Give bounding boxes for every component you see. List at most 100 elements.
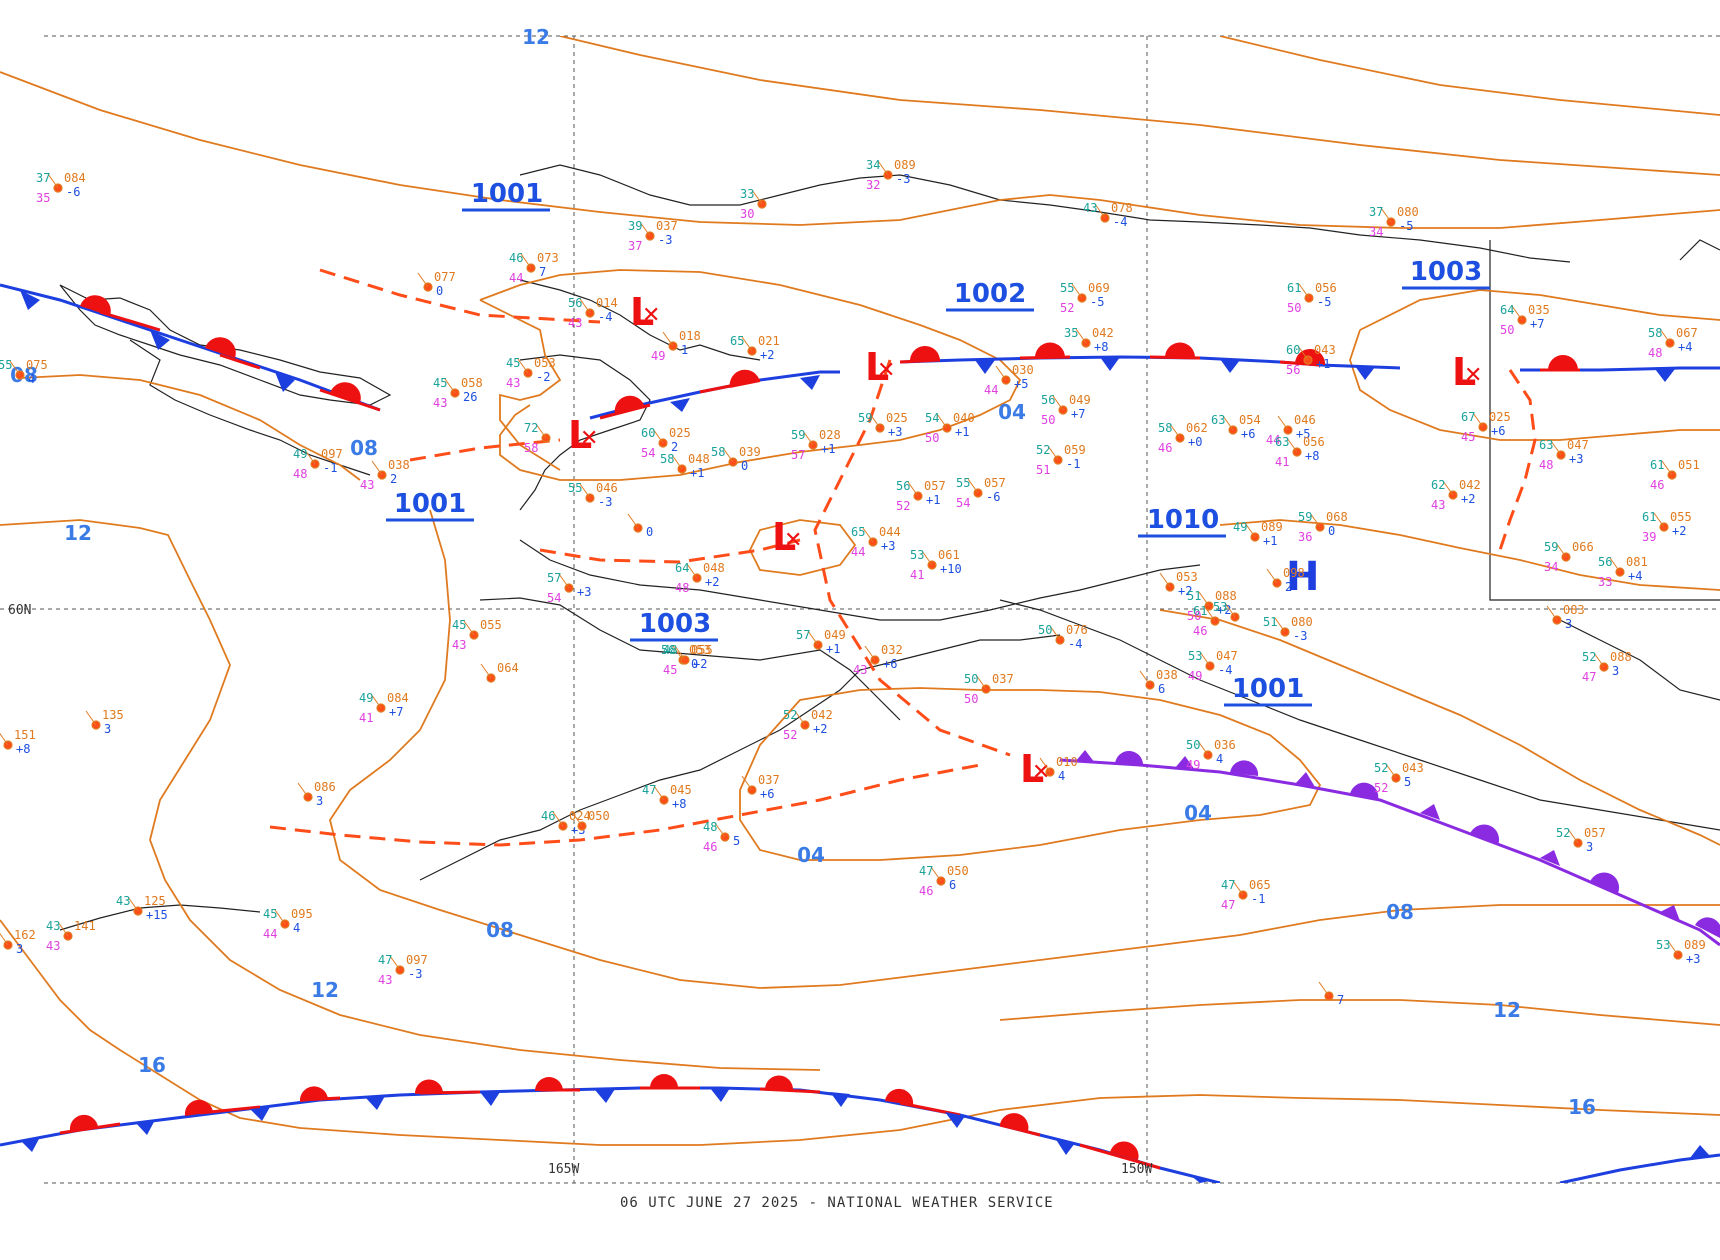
- low-center: L✕: [1452, 350, 1482, 394]
- station-plot: 55 046-3: [568, 481, 618, 509]
- station-tendency: +7: [389, 705, 403, 719]
- low-center: L✕: [630, 290, 660, 334]
- wind-barb: [1222, 415, 1234, 431]
- station-plot: 49 097 48 -1: [293, 447, 343, 481]
- wind-barb: [85, 710, 97, 726]
- station-tendency: 7: [1337, 993, 1344, 1007]
- station-tendency: +8: [1305, 449, 1319, 463]
- station-plot: 51 080-3: [1263, 615, 1313, 643]
- wind-barb: [722, 447, 734, 463]
- wind-barb: [627, 513, 639, 529]
- station-dewpoint: 34: [1544, 560, 1558, 574]
- front-symbols: [20, 290, 1720, 1183]
- wind-barb: [686, 563, 698, 579]
- station-dewpoint: 41: [910, 568, 924, 582]
- station-tendency: +2: [1178, 584, 1192, 598]
- wind-barb: [862, 527, 874, 543]
- station-pressure: 010: [1056, 755, 1078, 769]
- station-temperature: 59: [1544, 540, 1558, 554]
- station-dewpoint: 50: [1500, 323, 1514, 337]
- wind-barb: [864, 645, 876, 661]
- svg-text:✕: ✕: [877, 358, 895, 383]
- station-plot: 57 049+1: [796, 628, 846, 656]
- station-temperature: 57: [796, 628, 810, 642]
- pressure-label-1010: 1010: [1138, 505, 1226, 538]
- station-dewpoint: 48: [293, 467, 307, 481]
- wind-barb: [1546, 605, 1558, 621]
- station-dewpoint: 49: [1186, 758, 1200, 772]
- wind-barb: [1071, 283, 1083, 299]
- station-plot: 50 076-4: [1038, 623, 1088, 651]
- wind-barb: [1511, 305, 1523, 321]
- wind-barb: [662, 331, 674, 347]
- wind-barb: [930, 866, 942, 882]
- station-dewpoint: 43: [46, 939, 60, 953]
- station-temperature: 45: [263, 907, 277, 921]
- station-tendency: -3: [896, 172, 910, 186]
- station-dewpoint: 41: [1275, 455, 1289, 469]
- wind-barb: [1244, 522, 1256, 538]
- station-pressure: 046: [1294, 413, 1316, 427]
- station-pressure: 084: [64, 171, 86, 185]
- isobar-label: 04: [797, 843, 825, 867]
- troughs: [269, 268, 1537, 847]
- isobar-label: 08: [350, 436, 378, 460]
- svg-text:✕: ✕: [642, 303, 660, 328]
- station-tendency: +1: [955, 425, 969, 439]
- station-pressure: 089: [894, 158, 916, 172]
- station-pressure: 040: [953, 411, 975, 425]
- wind-barb: [535, 423, 547, 439]
- station-plot: 63 047 48 +3: [1539, 438, 1589, 472]
- station-dewpoint: 43: [853, 663, 867, 677]
- station-dewpoint: 44: [851, 545, 865, 559]
- station-pressure: 037: [992, 672, 1014, 686]
- wind-barb: [1609, 557, 1621, 573]
- wind-barb: [1297, 345, 1309, 361]
- station-plot: 34 089 32 -3: [866, 158, 916, 192]
- station-dewpoint: 54: [956, 496, 970, 510]
- station-plot: 63 054+6: [1211, 413, 1261, 441]
- wind-barb: [1232, 880, 1244, 896]
- svg-text:1001: 1001: [1232, 674, 1304, 704]
- station-dewpoint: 57: [791, 448, 805, 462]
- station-plot: 7: [1318, 981, 1344, 1007]
- station-tendency: 26: [463, 390, 477, 404]
- station-tendency: +3: [577, 585, 591, 599]
- wind-barb: [370, 693, 382, 709]
- station-pressure: 089: [1261, 520, 1283, 534]
- station-temperature: 51: [1263, 615, 1277, 629]
- station-tendency: -6: [66, 185, 80, 199]
- pressure-label-1003-east: 1003: [1402, 257, 1490, 290]
- station-plot: 50 036 49 4: [1186, 738, 1236, 772]
- station-temperature: 63: [1275, 435, 1289, 449]
- station-pressure: 051: [1678, 458, 1700, 472]
- station-temperature: 60: [641, 426, 655, 440]
- station-pressure: 035: [1528, 303, 1550, 317]
- wind-barb: [1567, 828, 1579, 844]
- svg-text:1002: 1002: [954, 279, 1026, 309]
- station-plot: 018 49 1: [651, 329, 701, 363]
- station-plot: 37 084 35 -6: [36, 171, 86, 205]
- station-temperature: 52: [1582, 650, 1596, 664]
- station-tendency: 3: [104, 722, 111, 736]
- graticule: [0, 35, 1720, 1184]
- wind-barb: [714, 822, 726, 838]
- station-tendency: -3: [598, 495, 612, 509]
- station-plot: 53 089+3: [1656, 938, 1706, 966]
- station-tendency: +2: [705, 575, 719, 589]
- station-temperature: 58: [1648, 326, 1662, 340]
- station-pressure: 039: [739, 445, 761, 459]
- wind-barb: [1198, 591, 1210, 607]
- wind-barb: [975, 674, 987, 690]
- wind-barb: [967, 478, 979, 494]
- station-pressure: 042: [1459, 478, 1481, 492]
- station-tendency: +8: [672, 797, 686, 811]
- wind-barb: [1286, 437, 1298, 453]
- station-temperature: 58: [660, 452, 674, 466]
- station-dewpoint: 43: [568, 316, 582, 330]
- station-pressure: 043: [1314, 343, 1336, 357]
- pressure-label-1002: 1002: [946, 279, 1034, 312]
- station-pressure: 088: [1610, 650, 1632, 664]
